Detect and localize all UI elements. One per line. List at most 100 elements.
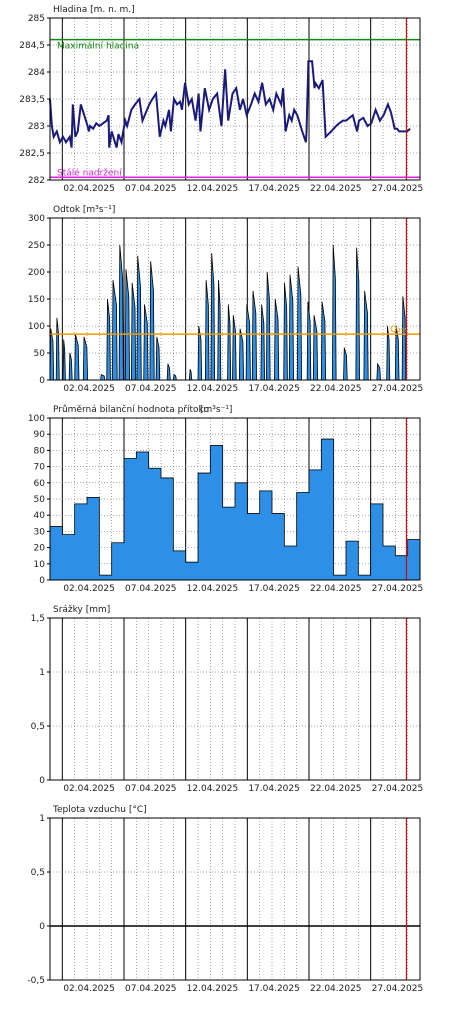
panel-title: Odtok [m³s⁻¹] [53, 205, 115, 215]
inflow-bar-10 [161, 478, 173, 580]
inflow-bar-11 [173, 551, 185, 580]
inflow-bar-8 [136, 452, 148, 580]
x-tick-label: 02.04.2025 [63, 184, 115, 194]
inflow-bar-13 [198, 473, 210, 580]
inflow-bar-7 [124, 459, 136, 581]
chart-panel-4: 0 0,5 1 1,5 02.04.2025 07.04.2025 12.04.2025 17… [31, 605, 424, 794]
inflow-bar-18 [260, 491, 272, 580]
inflow-bar-3 [75, 504, 87, 580]
y-tick-label: 283 [28, 122, 45, 132]
panel-title: Hladina [m. n. m.] [53, 5, 135, 15]
y-tick-label: 0,5 [31, 722, 45, 732]
x-tick-label: 22.04.2025 [310, 384, 362, 394]
x-tick-label: 02.04.2025 [63, 984, 115, 994]
inflow-bar-12 [186, 562, 198, 580]
x-tick-label: 17.04.2025 [248, 984, 300, 994]
x-tick-label: 02.04.2025 [63, 584, 115, 594]
x-tick-label: 22.04.2025 [310, 784, 362, 794]
x-tick-label: 22.04.2025 [310, 584, 362, 594]
plot-frame [49, 817, 421, 981]
x-tick-label: 12.04.2025 [187, 384, 239, 394]
inflow-bar-15 [223, 507, 235, 580]
y-tick-label: 1,5 [31, 614, 45, 624]
annotation-label: Maximální hladina [57, 42, 139, 52]
chart-panel-2: Q₃₅₅ 0 50 100 150 200 250 300 02.04.2025 07.04.20… [28, 205, 423, 394]
panel-title: Teplota vzduchu [°C] [52, 805, 147, 815]
inflow-bar-27 [371, 504, 383, 580]
inflow-bar-30 [408, 540, 420, 581]
y-tick-label: 20 [34, 544, 46, 554]
y-tick-label: 50 [34, 495, 46, 505]
y-tick-label: 282 [28, 176, 45, 186]
y-tick-label: 0 [39, 776, 45, 786]
y-tick-label: 0 [39, 576, 45, 586]
inflow-bar-17 [247, 514, 259, 580]
x-tick-label: 07.04.2025 [125, 984, 177, 994]
y-tick-label: 50 [34, 349, 46, 359]
x-tick-label: 07.04.2025 [125, 384, 177, 394]
x-tick-label: 27.04.2025 [372, 584, 424, 594]
x-tick-label: 07.04.2025 [125, 584, 177, 594]
x-tick-label: 02.04.2025 [63, 784, 115, 794]
inflow-bar-28 [383, 546, 395, 580]
inflow-bar-24 [334, 575, 346, 580]
y-tick-label: 40 [34, 511, 46, 521]
inflow-bar-16 [235, 483, 247, 580]
inflow-bar-26 [358, 575, 370, 580]
y-tick-label: 1 [39, 668, 45, 678]
inflow-bar-9 [149, 468, 161, 580]
y-tick-label: 100 [28, 414, 45, 424]
y-tick-label: 150 [28, 295, 45, 305]
panel-title: Průměrná bilanční hodnota přítoku [53, 404, 209, 415]
inflow-bar-25 [346, 541, 358, 580]
inflow-step-area [49, 438, 421, 581]
y-tick-label: 282,5 [19, 149, 45, 159]
inflow-bar-21 [297, 493, 309, 580]
x-tick-label: 12.04.2025 [187, 584, 239, 594]
inflow-bar-23 [321, 439, 333, 580]
y-tick-label: 250 [28, 241, 45, 251]
x-tick-label: 12.04.2025 [187, 984, 239, 994]
y-tick-label: 80 [34, 446, 46, 456]
chart-panel-1: Maximální hladina Stálé nadržení 282 282,5 2… [19, 5, 423, 194]
panel-title: Srážky [mm] [53, 605, 110, 615]
y-tick-label: 285 [28, 14, 45, 24]
y-tick-label: 90 [34, 430, 46, 440]
y-tick-label: 60 [34, 479, 46, 489]
y-tick-label: 100 [28, 322, 45, 332]
x-tick-label: 07.04.2025 [125, 784, 177, 794]
x-tick-label: 17.04.2025 [248, 584, 300, 594]
inflow-bar-5 [99, 575, 111, 580]
inflow-bar-22 [309, 470, 321, 580]
y-tick-label: 30 [34, 527, 46, 537]
inflow-bar-19 [272, 514, 284, 580]
x-tick-label: 12.04.2025 [187, 184, 239, 194]
y-tick-label: 200 [28, 268, 45, 278]
y-tick-label: 70 [34, 463, 46, 473]
x-tick-label: 07.04.2025 [125, 184, 177, 194]
x-tick-label: 27.04.2025 [372, 984, 424, 994]
x-tick-label: 02.04.2025 [63, 384, 115, 394]
water-level-line [49, 60, 411, 148]
x-tick-label: 17.04.2025 [248, 184, 300, 194]
y-tick-label: 0 [39, 922, 45, 932]
chart-panel-3: 0 10 20 30 40 50 60 70 80 90 100 02.04.2025 07.04.20… [28, 404, 423, 594]
inflow-bar-29 [395, 556, 407, 580]
inflow-bar-6 [112, 543, 124, 580]
chart-panel-5: -0,5 0 0,5 1 02.04.2025 07.04.2025 12.04.2025 1… [27, 805, 423, 994]
annotation-label: Stálé nadržení [57, 167, 122, 178]
y-tick-label: 10 [34, 560, 46, 570]
panel-unit: [m³s⁻¹] [200, 405, 232, 415]
x-tick-label: 12.04.2025 [187, 784, 239, 794]
x-tick-label: 22.04.2025 [310, 984, 362, 994]
plot-frame [49, 617, 421, 781]
x-tick-label: 27.04.2025 [372, 784, 424, 794]
y-tick-label: 0 [39, 376, 45, 386]
x-tick-label: 17.04.2025 [248, 384, 300, 394]
y-tick-label: 300 [28, 214, 45, 224]
y-tick-label: 284,5 [19, 41, 45, 51]
annotation-label: Q₃₅₅ [390, 325, 408, 335]
inflow-bar-4 [87, 497, 99, 580]
